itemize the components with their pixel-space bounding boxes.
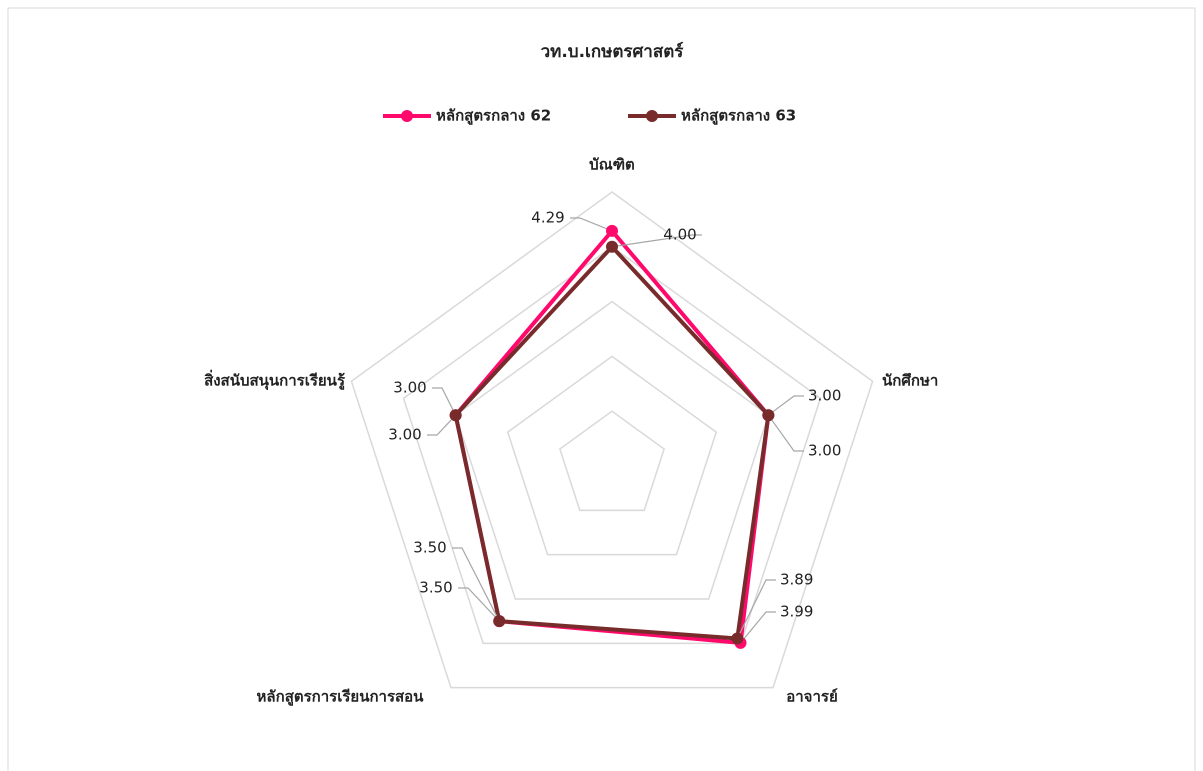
data-label: 3.99	[780, 603, 813, 621]
data-point	[731, 632, 744, 645]
category-label: หลักสูตรการเรียนการสอน	[257, 688, 425, 707]
data-label: 4.00	[663, 226, 696, 244]
grid-ring	[402, 245, 822, 645]
category-label: อาจารย์	[786, 688, 838, 706]
legend-label: หลักสูตรกลาง 62	[436, 107, 551, 126]
leader-line	[740, 611, 776, 644]
legend-marker	[646, 110, 658, 122]
data-label: 3.50	[413, 539, 446, 557]
data-point	[606, 224, 618, 237]
category-label: บัณฑิต	[589, 156, 635, 174]
data-label: 3.00	[388, 426, 421, 444]
series-line	[453, 244, 771, 641]
data-label: 3.50	[419, 579, 452, 597]
grid-ring	[506, 355, 718, 556]
leader-line	[767, 395, 804, 416]
grid-ring	[454, 300, 770, 600]
data-label: 4.29	[531, 209, 564, 227]
leader-line	[736, 579, 776, 639]
data-label: 3.00	[393, 379, 426, 397]
data-point	[493, 615, 506, 628]
leader-line	[458, 587, 500, 622]
data-point	[606, 240, 618, 253]
leader-line	[611, 234, 702, 248]
leader-line	[432, 387, 457, 416]
leader-line	[570, 217, 613, 232]
category-label: สิ่งสนับสนุนการเรียนรู้	[204, 370, 346, 391]
leader-line	[452, 547, 500, 622]
category-label: นักศึกษา	[882, 372, 938, 390]
chart-title: วท.บ.เกษตรศาสตร์	[541, 41, 685, 62]
leader-line	[427, 414, 457, 436]
legend-label: หลักสูตรกลาง 63	[681, 107, 796, 126]
data-label: 3.00	[808, 387, 841, 405]
grid-ring	[559, 410, 665, 512]
grid-ring	[350, 191, 874, 689]
data-label: 3.89	[780, 571, 813, 589]
data-point	[762, 409, 775, 422]
leader-line	[767, 414, 804, 452]
legend-marker	[401, 110, 413, 122]
data-label: 3.00	[808, 442, 841, 460]
chart-border	[7, 7, 1196, 771]
data-point	[449, 409, 462, 422]
